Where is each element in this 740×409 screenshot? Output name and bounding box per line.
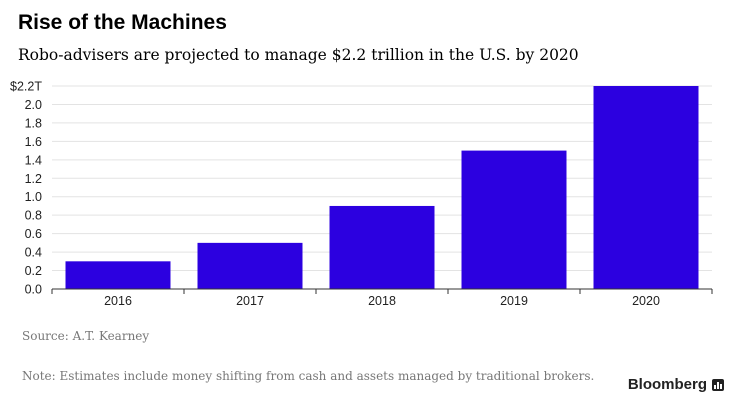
footnote: Note: Estimates include money shifting f… bbox=[22, 369, 595, 383]
y-tick-label: 0.6 bbox=[25, 227, 42, 241]
y-tick-label: 1.6 bbox=[25, 135, 42, 149]
chart-subtitle: Robo-advisers are projected to manage $2… bbox=[18, 46, 579, 64]
x-tick-label: 2020 bbox=[632, 294, 660, 308]
bar bbox=[197, 242, 303, 289]
chart-title: Rise of the Machines bbox=[18, 11, 227, 34]
x-tick-label: 2018 bbox=[368, 294, 396, 308]
bloomberg-chart-icon bbox=[712, 378, 724, 391]
y-tick-label: 0.0 bbox=[25, 283, 42, 297]
y-tick-label: 0.8 bbox=[25, 209, 42, 223]
bar bbox=[461, 150, 567, 289]
bar-chart: 0.0 0.2 0.4 0.6 0.8 1.0 1.2 1.4 1.6 1.8 2.0 $2.2T 20… bbox=[10, 80, 713, 308]
x-tick-label: 2017 bbox=[236, 294, 264, 308]
source-note: Source: A.T. Kearney bbox=[22, 329, 150, 343]
y-tick-label: $2.2T bbox=[10, 80, 42, 94]
brand-logo: Bloomberg bbox=[628, 376, 724, 393]
x-tick-label: 2016 bbox=[104, 294, 132, 308]
y-tick-label: 1.8 bbox=[25, 116, 42, 130]
y-tick-label: 1.4 bbox=[25, 153, 42, 167]
y-tick-label: 0.4 bbox=[25, 246, 42, 260]
bar bbox=[65, 261, 171, 289]
x-tick-label: 2019 bbox=[500, 294, 528, 308]
y-tick-label: 2.0 bbox=[25, 98, 42, 112]
y-tick-label: 0.2 bbox=[25, 264, 42, 278]
brand-name: Bloomberg bbox=[627, 376, 707, 393]
y-tick-label: 1.2 bbox=[25, 172, 42, 186]
y-tick-label: 1.0 bbox=[25, 190, 42, 204]
bar bbox=[329, 205, 435, 289]
bar bbox=[593, 86, 699, 289]
